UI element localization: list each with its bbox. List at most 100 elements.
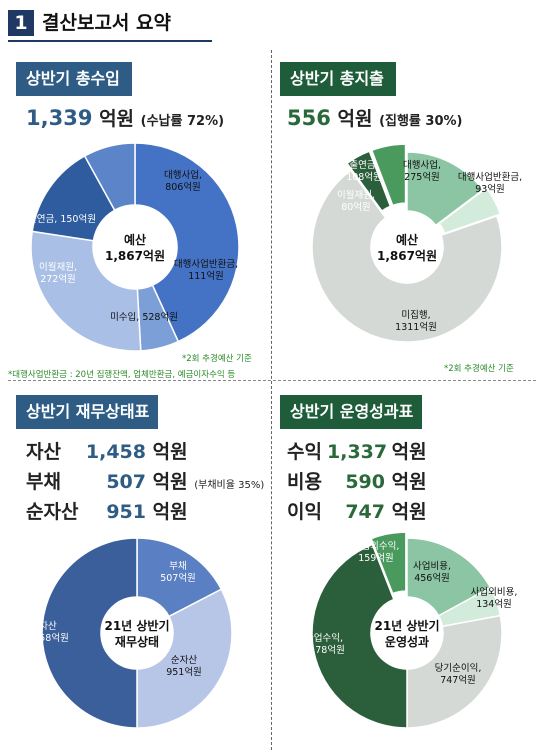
finance-amount: 507 (106, 471, 146, 493)
finance-slice-부채 (136, 537, 223, 618)
revenue-label-출연금-150억원: 출연금, 150억원 (28, 213, 96, 225)
operation-label-사업수익: 사업수익, (305, 632, 343, 644)
revenue-value-label-이월재원: 272억원 (40, 273, 76, 285)
revenue-center-line1: 예산 (124, 232, 146, 247)
operation-label: 비용 (287, 471, 322, 493)
revenue-label-이월재원: 이월재원, (39, 261, 77, 273)
revenue-donut-center (94, 206, 176, 288)
revenue-label-미수입-528억원: 미수입, 528억원 (110, 311, 178, 323)
finance-center-line2: 재무상태 (115, 634, 159, 649)
operation-value-label-당기순이익: 747억원 (440, 674, 476, 686)
vertical-divider (271, 50, 272, 750)
page-title: 1 결산보고서 요약 (8, 8, 212, 42)
finance-unit: 억원 (152, 501, 188, 523)
revenue-unit: 억원 (99, 108, 135, 130)
operation-label-사업비용: 사업비용, (413, 560, 451, 572)
operation-value-label-사업외수익: 159억원 (358, 552, 394, 564)
expense-section-header: 상반기 총지출 (280, 62, 396, 96)
revenue-section-header: 상반기 총수입 (16, 62, 132, 96)
revenue-amount: 1,339 (26, 106, 93, 130)
finance-slice-자산 (41, 537, 138, 729)
expense-slice-미집행 (311, 169, 503, 343)
operation-label: 이익 (287, 501, 322, 523)
expense-label-출연금: 출연금, (349, 160, 378, 171)
expense-label-대행사업: 대행사업, (403, 159, 441, 171)
operation-slice-사업외수익 (370, 531, 407, 595)
operation-center-line2: 운영성과 (385, 634, 429, 649)
finance-row-assets: 자산 1,458 억원 (26, 437, 188, 464)
expense-footnote-budget: *2회 추경예산 기준 (444, 364, 514, 374)
finance-label-자산: 자산 (39, 621, 57, 632)
operation-row-revenue: 수익 1,337 억원 (287, 437, 427, 464)
revenue-slice-미수입-528억원 (30, 230, 142, 352)
finance-value-label-순자산: 951억원 (166, 666, 202, 678)
expense-center-line2: 1,867억원 (377, 249, 437, 263)
expense-unit: 억원 (337, 108, 373, 130)
revenue-footnote-detail: *대행사업반환금 : 20년 집행잔액, 업체반환금, 예금이자수익 등 (8, 370, 236, 380)
finance-donut-center (102, 598, 172, 668)
operation-label: 수익 (287, 441, 322, 463)
finance-value-label-부채: 507억원 (160, 572, 196, 584)
expense-value-label-대행사업반환금: 93억원 (475, 183, 505, 195)
finance-label: 부채 (26, 471, 61, 493)
expense-label-대행사업반환금: 대행사업반환금, (458, 171, 522, 183)
expense-label-미집행: 미집행, (401, 309, 430, 321)
operation-value-label-사업비용: 456억원 (414, 572, 450, 584)
operation-label-사업외수익: 사업외수익, (353, 540, 400, 552)
revenue-note: (수납률 72%) (140, 114, 225, 129)
expense-center-line1: 예산 (396, 232, 418, 247)
revenue-label-대행사업: 대행사업, (164, 169, 202, 181)
operation-slice-사업수익 (311, 543, 408, 729)
finance-amount: 1,458 (85, 441, 146, 463)
finance-value-label-자산: 1458억원 (27, 632, 69, 644)
expense-donut-center (372, 212, 442, 282)
expense-slice-출연금 (370, 143, 407, 207)
expense-summary: 556 억원 (집행률 30%) (287, 104, 462, 131)
revenue-summary: 1,339 억원 (수납률 72%) (26, 104, 224, 131)
finance-section-header: 상반기 재무상태표 (16, 395, 158, 429)
section-number-badge: 1 (8, 10, 34, 36)
operation-center-line1: 21년 상반기 (374, 618, 439, 633)
operation-donut-center (372, 598, 442, 668)
horizontal-divider (8, 380, 536, 381)
revenue-slice-대행사업 (134, 142, 240, 343)
finance-center-line1: 21년 상반기 (104, 618, 169, 633)
revenue-slice-출연금-150억원 (83, 142, 136, 212)
operation-value-label-사업외비용: 134억원 (476, 598, 512, 610)
operation-slice-당기순이익 (406, 614, 503, 729)
finance-label-부채: 부채 (169, 561, 186, 572)
expense-note: (집행률 30%) (379, 114, 463, 129)
finance-row-liabilities: 부채 507 억원 (부채비율 35%) (26, 467, 264, 494)
operation-amount: 590 (345, 471, 385, 493)
revenue-footnote-budget: *2회 추경예산 기준 (182, 354, 252, 364)
finance-note: (부채비율 35%) (194, 480, 265, 491)
finance-label: 자산 (26, 441, 61, 463)
operation-unit: 억원 (391, 471, 427, 493)
operation-amount: 1,337 (327, 441, 388, 463)
page-title-text: 결산보고서 요약 (42, 12, 171, 34)
operation-label-사업외비용: 사업외비용, (471, 586, 518, 598)
expense-slice-이월재원 (345, 150, 392, 212)
expense-amount: 556 (287, 106, 331, 130)
finance-amount: 951 (106, 501, 146, 523)
expense-value-label-미집행: 1311억원 (395, 321, 437, 333)
expense-value-label-대행사업: 275억원 (404, 171, 440, 183)
finance-unit: 억원 (152, 471, 188, 493)
title-underline (8, 40, 212, 42)
finance-label: 순자산 (26, 501, 79, 523)
operation-row-profit: 이익 747 억원 (287, 497, 427, 524)
operation-unit: 억원 (391, 441, 427, 463)
revenue-value-label-대행사업: 806억원 (165, 181, 201, 193)
operation-section-header: 상반기 운영성과표 (280, 395, 422, 429)
revenue-center-line2: 1,867억원 (105, 249, 165, 263)
operation-row-cost: 비용 590 억원 (287, 467, 427, 494)
finance-row-net-assets: 순자산 951 억원 (26, 497, 188, 524)
expense-value-label-출연금: 108억원 (346, 171, 382, 183)
operation-amount: 747 (345, 501, 385, 523)
revenue-label-대행사업반환금: 대행사업반환금, (174, 258, 238, 270)
finance-unit: 억원 (152, 441, 188, 463)
